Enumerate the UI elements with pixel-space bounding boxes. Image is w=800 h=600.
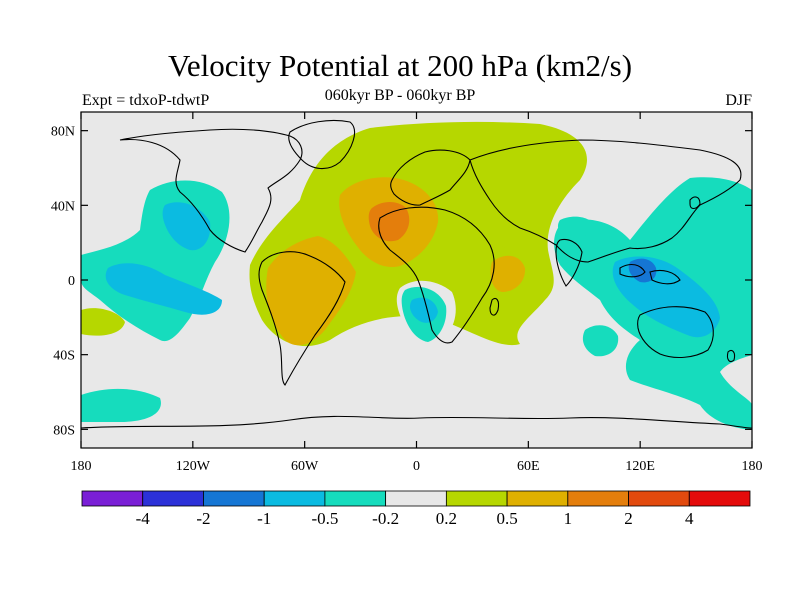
colorbar-label: 1 xyxy=(564,509,573,528)
lon-tick-label: 120E xyxy=(625,459,655,474)
lon-tick-label: 180 xyxy=(742,459,763,474)
lat-tick-label: 40N xyxy=(51,199,75,214)
colorbar-label: 2 xyxy=(624,509,633,528)
colorbar-segment xyxy=(506,490,569,507)
latitude-axis: 80N 40N 0 40S 80S xyxy=(51,125,752,438)
map-panel xyxy=(81,112,752,448)
contour-negative-low xyxy=(582,325,619,357)
contour-positive-mid xyxy=(490,255,526,292)
lat-tick-label: 40S xyxy=(53,349,75,364)
contour-negative-low xyxy=(81,388,161,422)
contour-negative-mid xyxy=(410,297,438,323)
lon-tick-label: 0 xyxy=(413,459,420,474)
lat-tick-label: 80S xyxy=(53,423,75,438)
colorbar-segment xyxy=(81,490,144,507)
colorbar-label: -2 xyxy=(196,509,210,528)
lon-tick-label: 60E xyxy=(517,459,540,474)
lat-tick-label: 80N xyxy=(51,125,75,140)
contour-positive-low xyxy=(81,308,125,336)
colorbar-segment xyxy=(385,490,447,507)
colorbar-label: 0.2 xyxy=(436,509,457,528)
longitude-axis: 180 120W 60W 0 60E 120E 180 xyxy=(71,112,763,474)
colorbar-segment xyxy=(203,490,265,507)
colorbar-segment xyxy=(567,490,629,507)
colorbar-segment xyxy=(263,490,326,507)
colorbar: -4 -2 -1 -0.5 -0.2 0.2 0.5 1 2 4 xyxy=(81,490,751,528)
colorbar-label: -0.2 xyxy=(372,509,399,528)
lon-tick-label: 60W xyxy=(291,459,319,474)
contour-negative-low xyxy=(557,216,595,238)
contour-negative-mid xyxy=(105,263,222,315)
coastlines xyxy=(81,119,752,429)
colorbar-segment xyxy=(142,490,204,507)
colorbar-segment xyxy=(688,490,751,507)
season-label: DJF xyxy=(725,92,752,109)
colorbar-label: -1 xyxy=(257,509,271,528)
contour-negative-mid xyxy=(162,202,211,251)
lat-tick-label: 0 xyxy=(68,274,75,289)
period-label: 060kyr BP - 060kyr BP xyxy=(324,87,476,104)
colorbar-label: 0.5 xyxy=(496,509,517,528)
colorbar-label: -4 xyxy=(136,509,151,528)
contour-positive-mid xyxy=(266,236,356,346)
colorbar-segment xyxy=(324,490,387,507)
colorbar-label: -0.5 xyxy=(311,509,338,528)
lon-tick-label: 120W xyxy=(176,459,211,474)
lon-tick-label: 180 xyxy=(71,459,92,474)
colorbar-label: 4 xyxy=(685,509,694,528)
colorbar-segment xyxy=(445,490,508,507)
experiment-label: Expt = tdxoP-tdwtP xyxy=(82,92,210,109)
map-title: Velocity Potential at 200 hPa (km2/s) xyxy=(167,48,633,83)
colorbar-segment xyxy=(628,490,690,507)
